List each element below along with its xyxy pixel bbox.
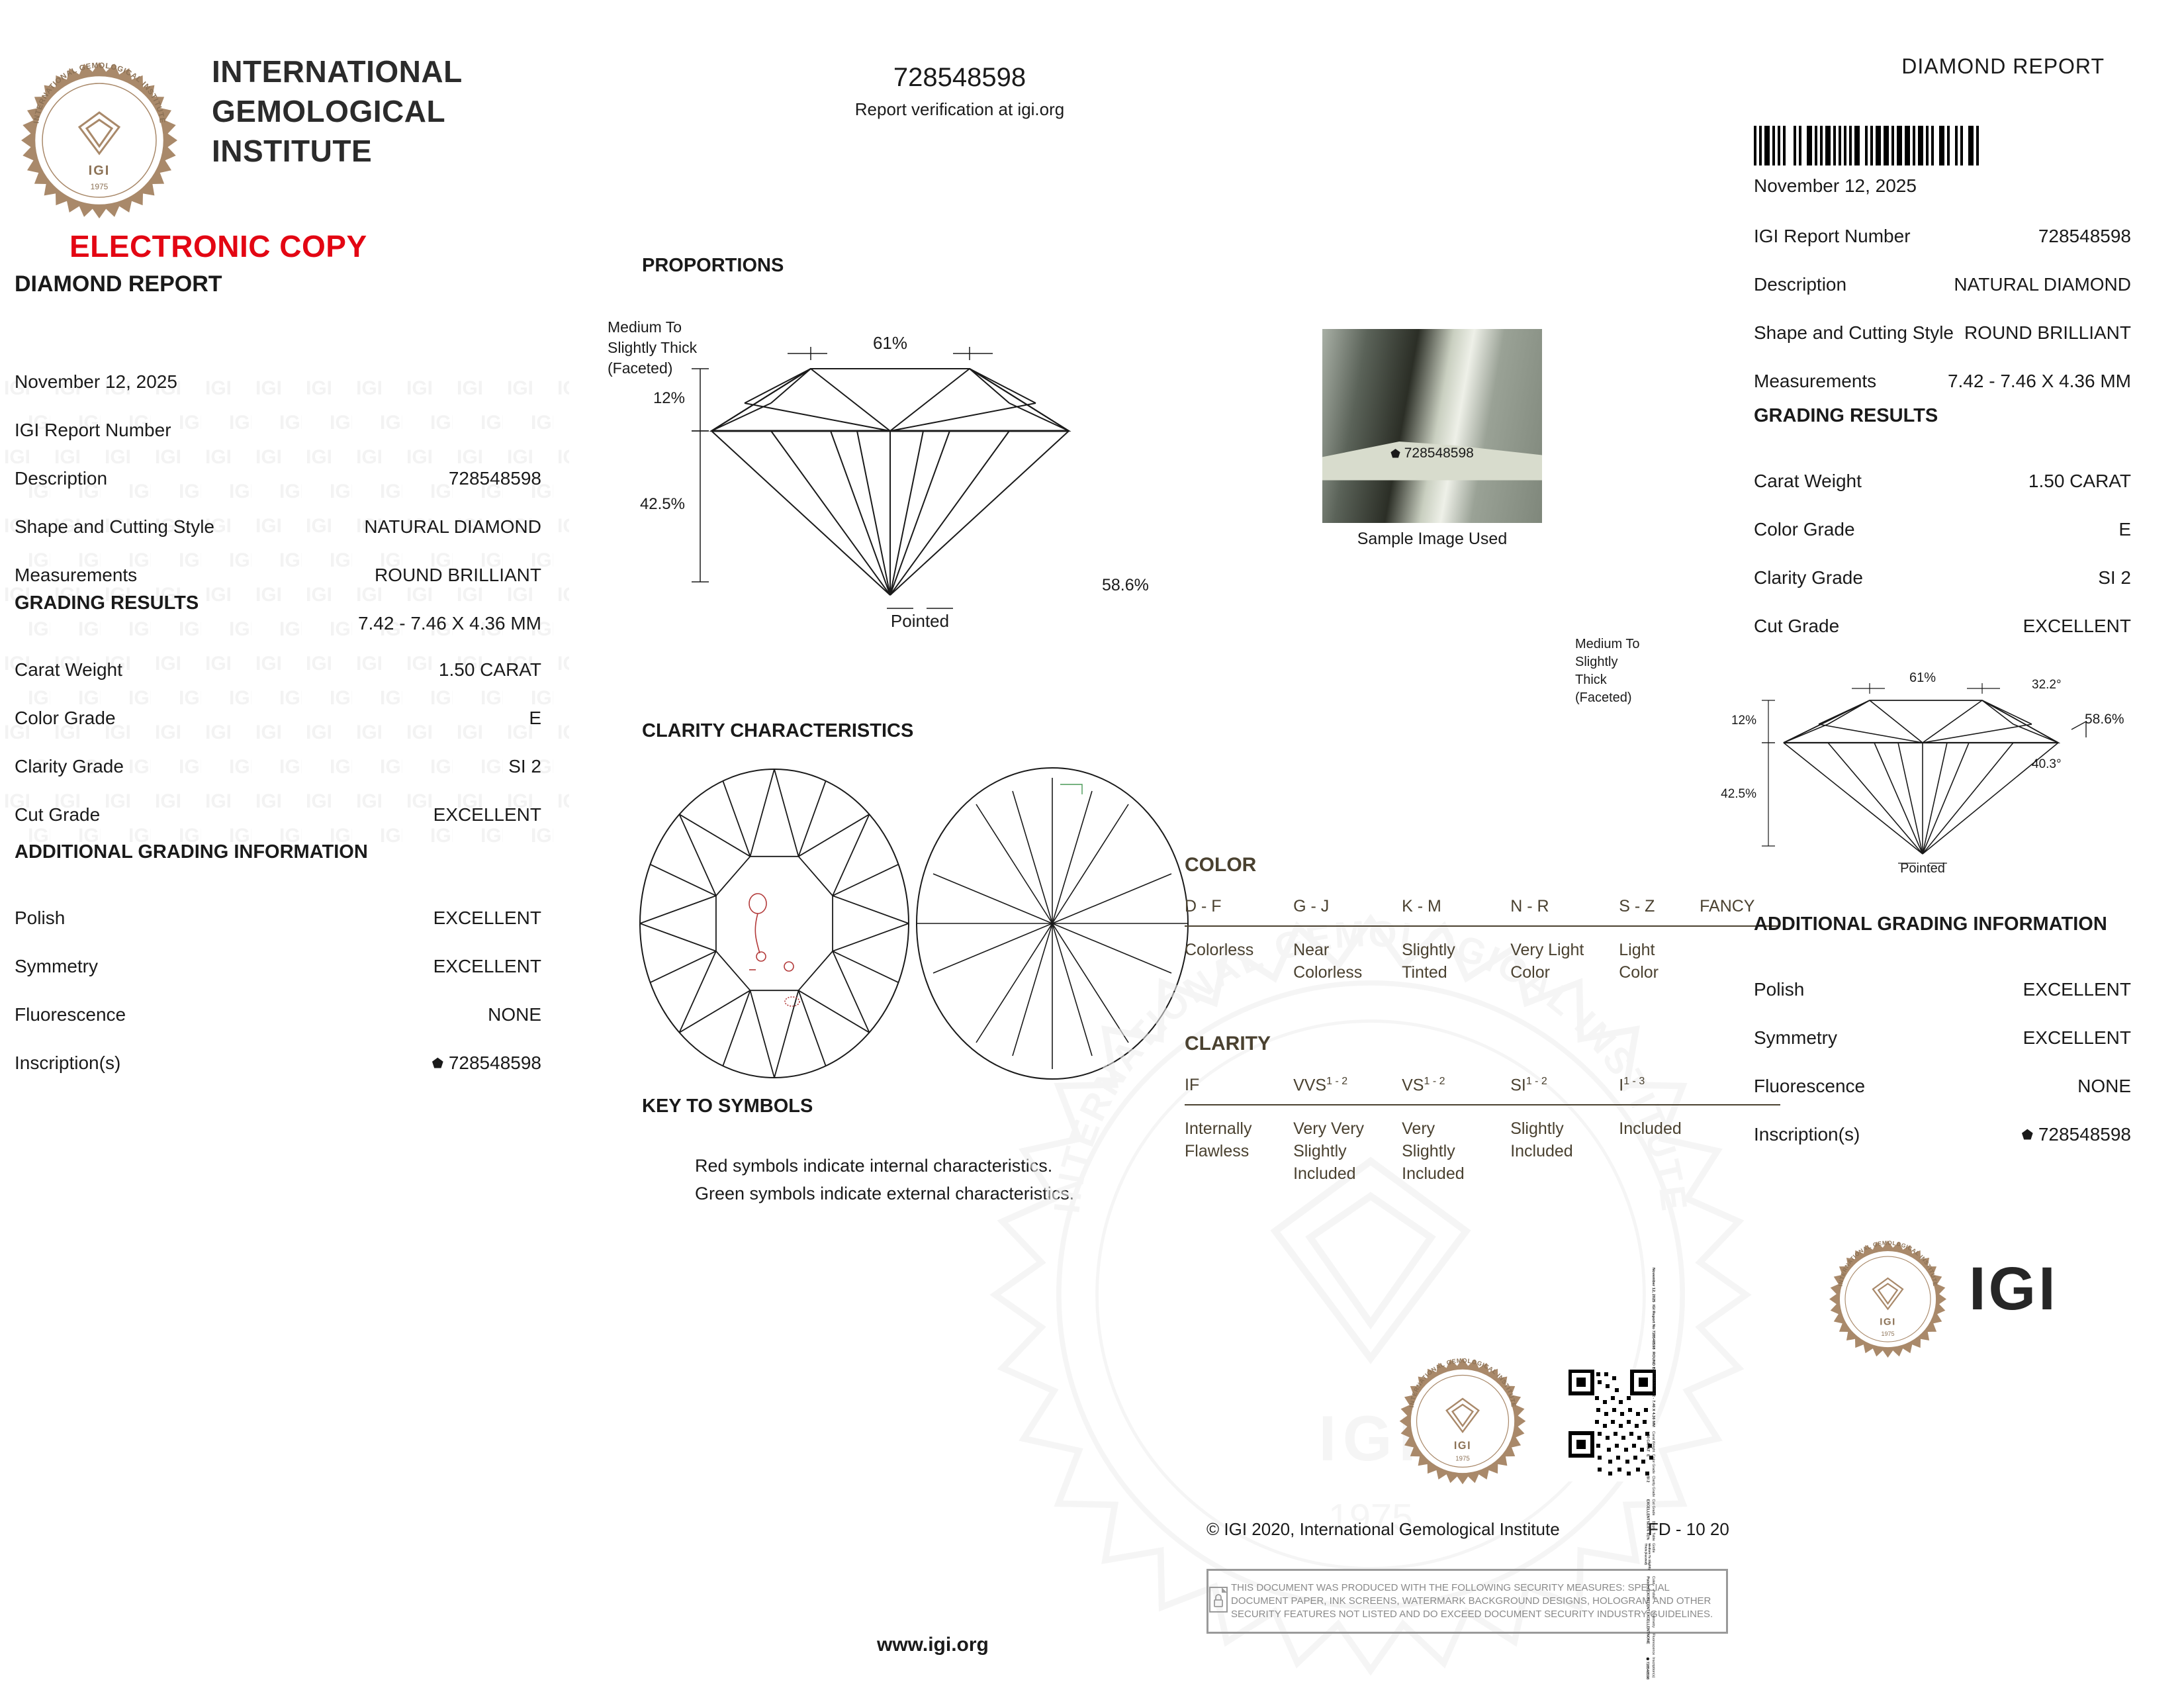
svg-text:42.5%: 42.5% <box>640 495 685 513</box>
svg-text:12%: 12% <box>653 389 685 407</box>
svg-text:40.3°: 40.3° <box>2032 757 2062 771</box>
svg-text:32.2°: 32.2° <box>2032 678 2062 692</box>
svg-text:IGI: IGI <box>1880 1317 1896 1328</box>
svg-text:42.5%: 42.5% <box>1721 787 1756 801</box>
svg-text:IGI: IGI <box>1454 1440 1471 1452</box>
svg-text:61%: 61% <box>873 333 907 353</box>
svg-text:12%: 12% <box>1731 714 1756 727</box>
svg-text:1975: 1975 <box>1455 1456 1470 1463</box>
svg-text:61%: 61% <box>1909 671 1936 685</box>
svg-text:1975: 1975 <box>91 182 109 191</box>
svg-text:Pointed: Pointed <box>1900 861 1945 874</box>
svg-text:IGI: IGI <box>89 164 111 178</box>
svg-text:1975: 1975 <box>1881 1331 1894 1337</box>
svg-text:Pointed: Pointed <box>891 611 949 628</box>
